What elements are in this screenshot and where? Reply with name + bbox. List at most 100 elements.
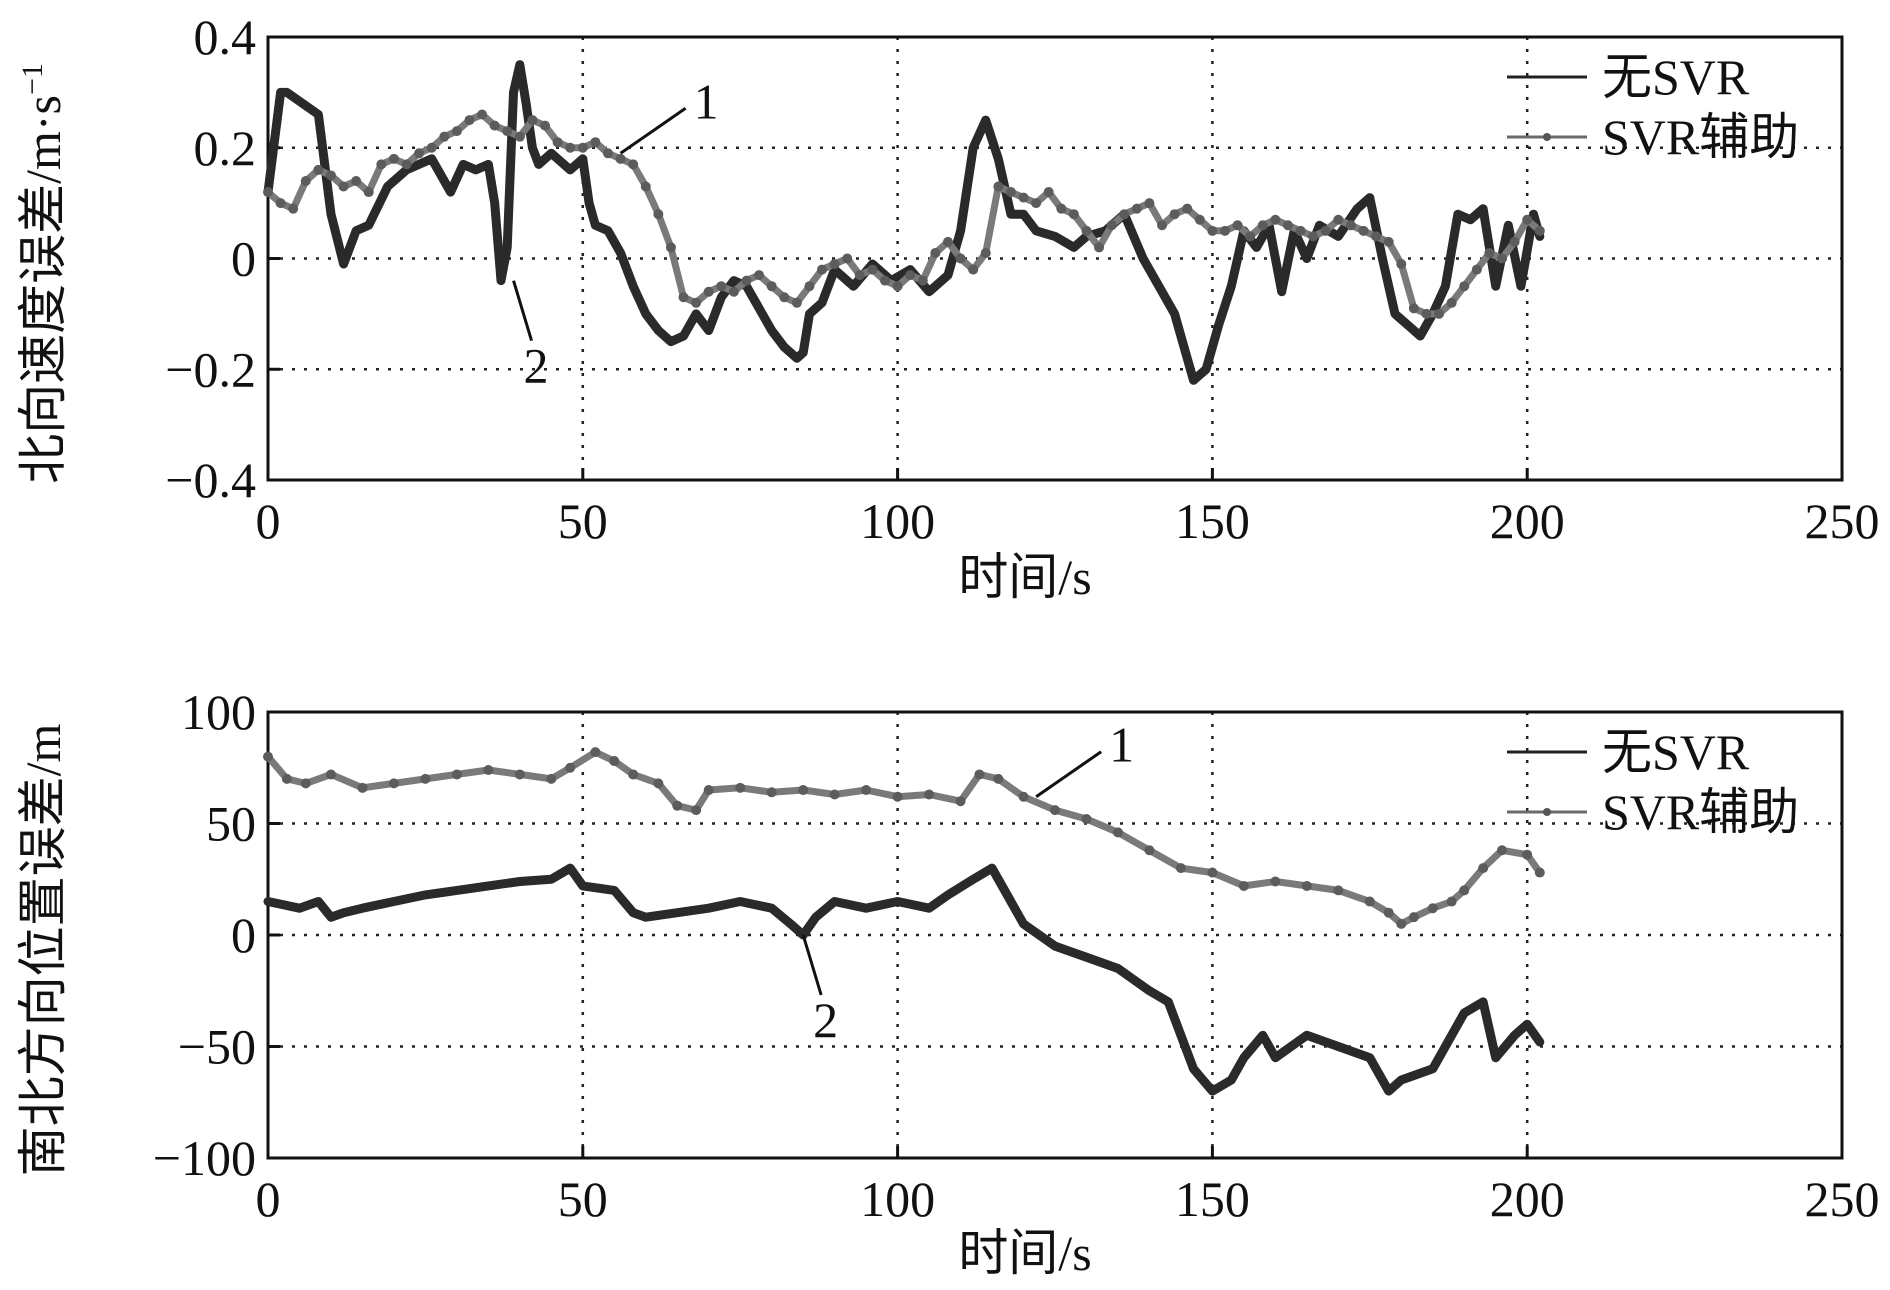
series-point [1320,225,1331,236]
legend-label: 无SVR [1602,724,1750,780]
series-point [451,769,462,780]
series-point [1371,231,1382,242]
series-point [313,164,324,175]
series-point [540,120,551,131]
series-point [439,131,450,142]
legend-swatch-marker [1543,133,1551,141]
series-point [325,769,336,780]
series-point [867,264,878,275]
series-point [325,170,336,181]
series-point [414,148,425,159]
series-point [917,275,928,286]
series-point [281,773,292,784]
x-tick-label: 150 [1175,1171,1250,1227]
series-point [880,275,891,286]
x-tick-label: 50 [558,1171,608,1227]
series-point [1043,187,1054,198]
y-tick-label: 0 [231,231,256,287]
series-point [609,756,620,767]
series-point [1497,253,1508,264]
series-point [263,187,273,198]
series-point [955,796,966,807]
series-point [1112,827,1123,838]
series-point [300,175,311,186]
series-point [968,264,979,275]
y-tick-label: −100 [153,1130,256,1186]
series-point [665,242,676,253]
series-point [388,778,399,789]
series-point [1459,281,1470,292]
series-point [1408,303,1419,314]
series-line-0 [263,863,1545,1096]
y-tick-label: −50 [178,1019,256,1075]
series-point [1446,297,1457,308]
x-tick-label: 250 [1805,1171,1880,1227]
series-point [628,159,639,170]
legend-label: SVR辅助 [1602,784,1799,840]
series-point [351,175,362,186]
series-point [1364,896,1375,907]
x-tick-label: 0 [256,493,281,549]
series-point [514,131,525,142]
series-point [1031,198,1042,209]
series-point [1270,876,1281,887]
series-point [1081,225,1092,236]
series-point [514,769,525,780]
y-axis-title-text: 北向速度误差/m·s [15,95,71,484]
series-point [829,259,840,270]
series-point [300,778,311,789]
series-point [1459,885,1470,896]
series-point [892,791,903,802]
series-point [653,778,664,789]
series-point [716,281,727,292]
y-tick-label: 100 [181,684,256,740]
series-point [426,142,437,153]
series-point [1358,225,1369,236]
series-point [1478,863,1489,874]
series-point [1050,805,1060,816]
series-point [1333,214,1344,225]
series-point [1207,225,1218,236]
series-point [678,292,689,303]
velocity-error-panel: 0 50 100 150 200 250 −0.4 −0.2 0 0.2 0.4 时间/s 北向速度误差… [15,9,1880,605]
series-point [1383,236,1394,247]
series-point [1131,203,1142,214]
series-point [1434,308,1445,319]
series-point [1081,814,1092,825]
series-point [1207,867,1218,878]
series-point [1471,264,1482,275]
series-point [1018,791,1029,802]
series-point [672,800,683,811]
y-axis-title: 北向速度误差/m·s−1 [15,63,71,484]
series-point [357,782,368,793]
series-point [552,137,563,148]
series-point [1232,220,1243,231]
series-point [1301,880,1312,891]
series-point [477,109,488,120]
series-point [1245,231,1256,242]
y-tick-label: 0.4 [194,9,257,65]
legend-label: SVR辅助 [1602,109,1799,165]
series-point [1182,203,1193,214]
series-point [766,787,777,798]
series-point [1282,220,1293,231]
series-point [1484,247,1495,258]
series-point [741,275,752,286]
series-point [1345,220,1356,231]
series-point [842,253,853,264]
series-point [817,264,828,275]
series-point [804,281,815,292]
y-tick-label: 50 [206,796,256,852]
x-tick-label: 100 [860,1171,935,1227]
series-point [861,785,872,796]
series-point [1175,863,1186,874]
series-point [565,762,576,773]
y-axis-title: 南北方向位置误差/m [15,724,71,1177]
series-point [993,773,1004,784]
series-point [546,773,557,784]
series-point [1534,225,1545,236]
series-point [1144,198,1155,209]
y-tick-label: −0.2 [165,341,256,397]
series-point [1238,880,1249,891]
